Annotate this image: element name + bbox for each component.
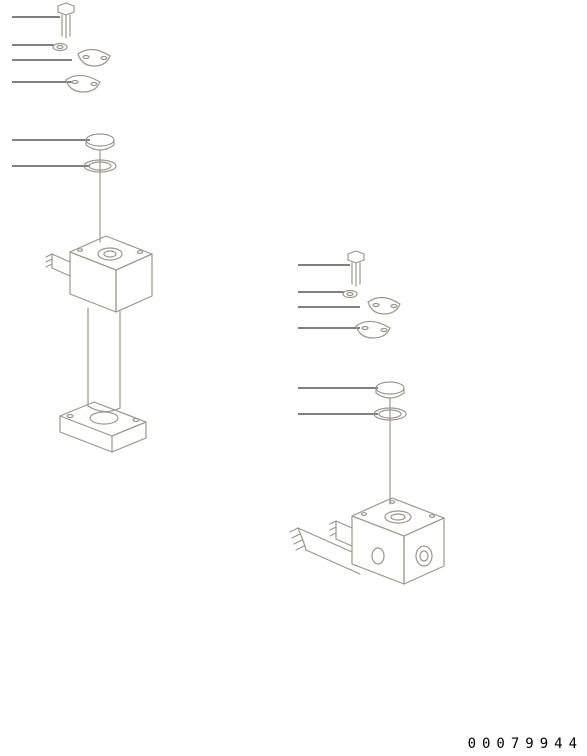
plug-icon bbox=[86, 134, 114, 150]
left-assembly bbox=[12, 3, 152, 452]
washer-icon bbox=[53, 44, 67, 51]
clamp-half-b-icon-r bbox=[356, 321, 390, 338]
foot-flange-icon bbox=[60, 402, 146, 452]
plug-icon-r bbox=[376, 382, 404, 398]
cylinder-icon bbox=[88, 308, 120, 412]
clamp-half-b-icon bbox=[66, 75, 100, 92]
block-body-icon bbox=[46, 236, 152, 312]
right-assembly bbox=[290, 251, 444, 584]
washer-icon-r bbox=[343, 291, 357, 298]
bolt-icon-r bbox=[348, 251, 364, 286]
diagram-canvas bbox=[0, 0, 587, 756]
bolt-icon bbox=[58, 3, 74, 38]
clamp-half-a-icon bbox=[78, 49, 110, 66]
document-id: 00079944 bbox=[468, 736, 583, 752]
clamp-half-a-icon-r bbox=[368, 297, 400, 314]
block-body-icon-r bbox=[290, 498, 444, 584]
